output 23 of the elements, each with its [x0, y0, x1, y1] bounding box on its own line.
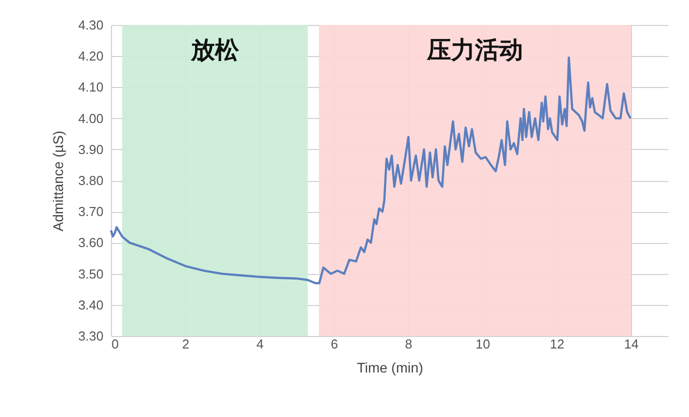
- y-tick-label: 4.10: [78, 80, 104, 95]
- x-tick-label: 6: [330, 336, 338, 352]
- y-tick-label: 4.20: [78, 48, 104, 64]
- y-tick-label: 3.80: [78, 173, 104, 188]
- y-tick-label: 3.30: [78, 328, 104, 344]
- x-tick-label: 12: [550, 336, 564, 352]
- x-tick-label: 10: [476, 336, 490, 352]
- y-tick-label: 4.30: [78, 18, 104, 32]
- band-label: 放松: [190, 37, 240, 64]
- x-tick-label: 4: [256, 336, 264, 352]
- y-tick-label: 3.70: [78, 204, 104, 220]
- x-axis-title: Time (min): [356, 360, 424, 376]
- y-axis-title: Admittance (µS): [50, 130, 66, 232]
- band-label: 压力活动: [426, 37, 523, 64]
- y-tick-label: 3.60: [78, 235, 104, 250]
- x-tick-label: 0: [112, 336, 119, 352]
- y-tick-label: 3.40: [78, 297, 104, 312]
- x-tick-label: 14: [624, 336, 639, 352]
- x-tick-label: 8: [404, 336, 412, 352]
- x-tick-label: 2: [182, 336, 190, 352]
- y-tick-label: 3.90: [78, 142, 104, 157]
- y-tick-label: 4.00: [78, 110, 104, 126]
- y-tick-label: 3.50: [78, 266, 104, 282]
